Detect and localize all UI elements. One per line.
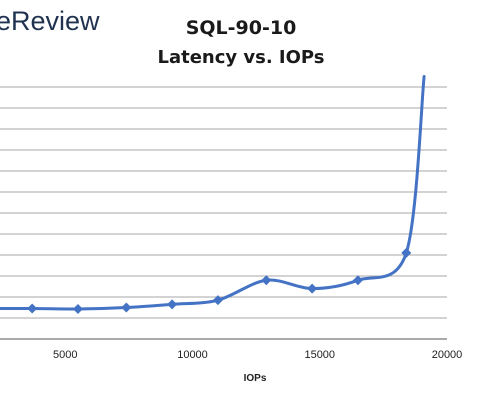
data-point-marker [167,299,178,310]
data-point-marker [212,295,223,306]
data-point-marker [72,303,83,314]
data-point-marker [261,275,272,286]
series-line [0,75,426,311]
data-point-marker [27,303,38,314]
logo-wordmark: eReview [0,6,100,36]
series-latency [0,75,426,314]
x-axis-label: IOPs [244,373,267,384]
chart-title: SQL-90-10 [186,17,297,39]
data-point-marker [121,302,132,313]
data-point-marker [401,247,412,258]
x-tick-label: 20000 [432,349,463,361]
data-point-marker [307,283,318,294]
x-tick-label: 5000 [53,349,77,361]
x-tick-label: 10000 [177,349,208,361]
chart-subtitle: Latency vs. IOPs [157,47,324,68]
data-point-marker [352,275,363,286]
x-tick-labels: 5000 10000 15000 20000 [53,349,462,361]
gridlines [0,86,447,340]
x-tick-label: 15000 [304,349,335,361]
